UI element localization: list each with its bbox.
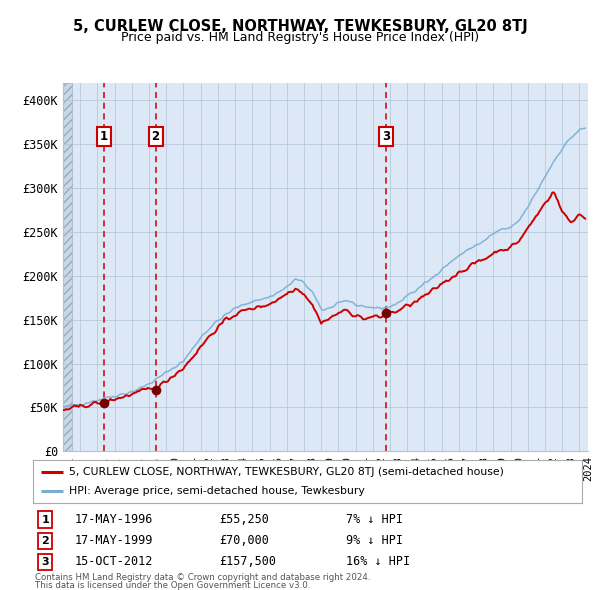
Text: 5, CURLEW CLOSE, NORTHWAY, TEWKESBURY, GL20 8TJ (semi-detached house): 5, CURLEW CLOSE, NORTHWAY, TEWKESBURY, G… xyxy=(68,467,503,477)
Text: 2: 2 xyxy=(41,536,49,546)
Text: 9% ↓ HPI: 9% ↓ HPI xyxy=(346,534,403,547)
Text: This data is licensed under the Open Government Licence v3.0.: This data is licensed under the Open Gov… xyxy=(35,581,310,590)
Text: 15-OCT-2012: 15-OCT-2012 xyxy=(74,555,152,568)
Text: £55,250: £55,250 xyxy=(220,513,269,526)
Text: 3: 3 xyxy=(382,130,391,143)
Text: Contains HM Land Registry data © Crown copyright and database right 2024.: Contains HM Land Registry data © Crown c… xyxy=(35,573,370,582)
Bar xyxy=(63,83,71,451)
Text: 7% ↓ HPI: 7% ↓ HPI xyxy=(346,513,403,526)
Text: Price paid vs. HM Land Registry's House Price Index (HPI): Price paid vs. HM Land Registry's House … xyxy=(121,31,479,44)
Text: £157,500: £157,500 xyxy=(220,555,277,568)
Text: 3: 3 xyxy=(41,557,49,567)
Text: 1: 1 xyxy=(100,130,108,143)
Text: 1: 1 xyxy=(41,514,49,525)
Text: 5, CURLEW CLOSE, NORTHWAY, TEWKESBURY, GL20 8TJ: 5, CURLEW CLOSE, NORTHWAY, TEWKESBURY, G… xyxy=(73,19,527,34)
Text: £70,000: £70,000 xyxy=(220,534,269,547)
Text: HPI: Average price, semi-detached house, Tewkesbury: HPI: Average price, semi-detached house,… xyxy=(68,486,364,496)
Text: 17-MAY-1996: 17-MAY-1996 xyxy=(74,513,152,526)
Text: 2: 2 xyxy=(152,130,160,143)
Text: 17-MAY-1999: 17-MAY-1999 xyxy=(74,534,152,547)
Text: 16% ↓ HPI: 16% ↓ HPI xyxy=(346,555,410,568)
